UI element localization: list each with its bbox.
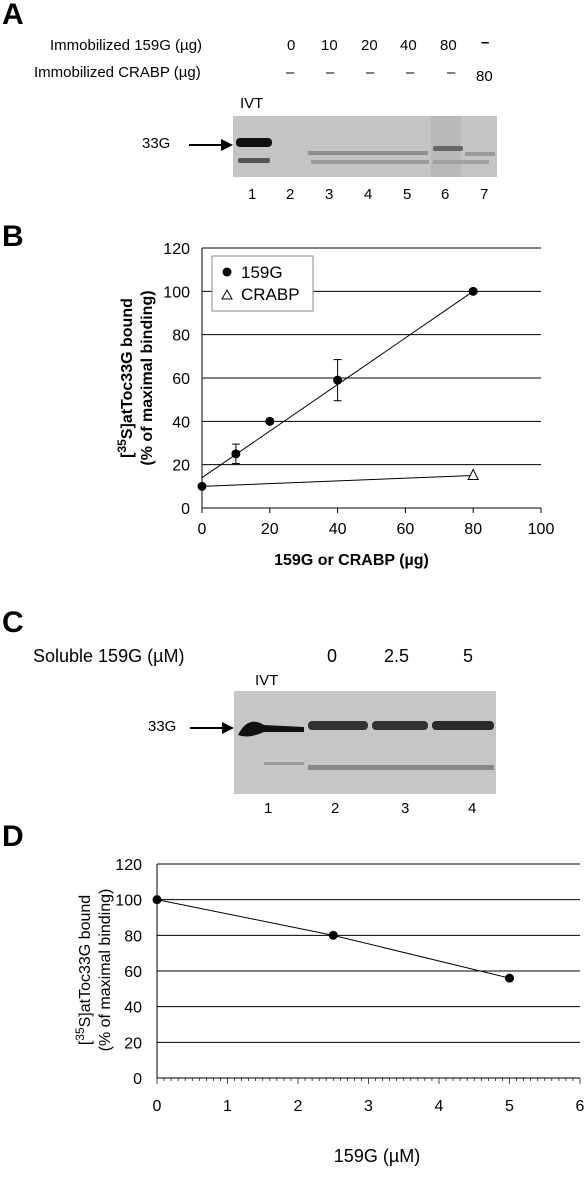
c-conc-value: 2.5 (384, 646, 410, 666)
y-axis-title: [35S]atToc33G bound (115, 298, 136, 458)
y-tick-label: 40 (172, 414, 190, 431)
soluble-159g-label: Soluble 159G (µM) (33, 646, 185, 666)
band-arrow-icon (190, 722, 234, 734)
a-conc-value: 80 (440, 37, 457, 54)
legend-box (211, 255, 314, 312)
x-tick-label: 1 (223, 1098, 232, 1115)
a-crabp-value: – (286, 64, 295, 81)
y-axis-subtitle: (% of maximal binding) (139, 290, 156, 465)
immobilized-159g-label: Immobilized 159G (µg) (50, 37, 203, 54)
a-crabp-value: – (406, 64, 415, 81)
a-crabp-value: – (326, 64, 335, 81)
y-tick-label: 0 (181, 501, 190, 518)
y-tick-label: 0 (133, 1071, 142, 1088)
y-tick-label: 120 (163, 241, 190, 258)
chart-d-competition: 0 20 40 60 80 100 120 0 1 2 3 4 5 6 159G (µM) [35S]atTo… (73, 857, 585, 1166)
panel-letter-b: B (2, 220, 24, 253)
x-tick-label: 40 (329, 521, 347, 538)
ivt-label: IVT (240, 95, 264, 112)
x-tick-label: 6 (576, 1098, 585, 1115)
data-point (328, 930, 338, 940)
y-tick-label: 100 (163, 284, 190, 301)
x-tick-label: 0 (153, 1098, 162, 1115)
lane-number: 3 (401, 800, 410, 817)
x-tick-label: 5 (505, 1098, 514, 1115)
y-tick-label: 80 (124, 928, 142, 945)
y-tick-label: 60 (124, 964, 142, 981)
lane-number: 1 (264, 800, 273, 817)
x-tick-label: 80 (464, 521, 482, 538)
legend-label-159g: 159G (241, 263, 283, 282)
lane-number: 3 (325, 186, 334, 203)
data-point-crabp (467, 468, 480, 480)
lane-number: 2 (331, 800, 340, 817)
lane-number: 4 (364, 186, 373, 203)
legend-marker-crabp (221, 288, 233, 300)
lane-number: 2 (286, 186, 295, 203)
y-tick-label: 80 (172, 328, 190, 345)
panel-letter-a: A (2, 0, 24, 31)
band-label-33g-c: 33G (148, 718, 177, 735)
y-tick-label: 40 (124, 1000, 142, 1017)
data-point-159g (231, 449, 241, 459)
data-point (152, 895, 162, 905)
data-point-159g (333, 375, 343, 385)
y-axis-subtitle: (% of maximal binding) (97, 889, 114, 1052)
lane-number: 7 (480, 186, 489, 203)
a-conc-value: – (481, 34, 490, 51)
x-tick-label: 4 (435, 1098, 444, 1115)
a-conc-value: 0 (287, 37, 296, 54)
y-tick-label: 20 (172, 458, 190, 475)
x-tick-label: 100 (528, 521, 555, 538)
x-axis-title: 159G (µM) (334, 1146, 420, 1166)
a-crabp-value: – (447, 64, 456, 81)
data-point (505, 973, 514, 983)
a-conc-value: 10 (321, 37, 338, 54)
y-tick-label: 120 (115, 857, 142, 874)
gel-image-c (234, 691, 496, 794)
panel-letter-d: D (2, 820, 24, 853)
lane-number: 1 (248, 186, 257, 203)
lane-number: 6 (441, 186, 450, 203)
gel-image-a (233, 116, 497, 177)
a-conc-value: 20 (361, 37, 378, 54)
c-conc-value: 0 (327, 646, 338, 666)
legend-marker-159g (222, 267, 232, 277)
lane-number: 4 (468, 800, 477, 817)
x-tick-label: 60 (397, 521, 415, 538)
y-tick-label: 100 (115, 893, 142, 910)
immobilized-crabp-label: Immobilized CRABP (µg) (34, 64, 201, 81)
band-label-33g: 33G (142, 135, 171, 152)
y-tick-label: 20 (124, 1035, 142, 1052)
x-tick-label: 2 (294, 1098, 303, 1115)
x-axis-title: 159G or CRABP (µg) (274, 552, 429, 569)
y-axis-title: [35S]atToc33G bound (73, 895, 94, 1045)
data-point-159g (265, 416, 275, 426)
chart-b-binding-vs-amount: 0 20 40 60 80 100 120 0 20 40 60 80 100 159G or CRABP… (115, 241, 555, 569)
x-tick-label: 3 (364, 1098, 373, 1115)
data-point-159g (468, 286, 478, 296)
band-arrow-icon (189, 139, 233, 151)
lane-number: 5 (403, 186, 412, 203)
a-crabp-value: – (366, 64, 375, 81)
trendline-crabp (201, 475, 474, 487)
y-tick-label: 60 (172, 371, 190, 388)
panel-letter-c: C (2, 606, 24, 639)
x-tick-label: 0 (198, 521, 207, 538)
a-conc-value: 40 (400, 37, 417, 54)
c-conc-value: 5 (463, 646, 474, 666)
a-crabp-value: 80 (476, 68, 493, 85)
legend-label-crabp: CRABP (241, 285, 300, 304)
x-tick-label: 20 (261, 521, 279, 538)
ivt-label-c: IVT (255, 672, 279, 689)
